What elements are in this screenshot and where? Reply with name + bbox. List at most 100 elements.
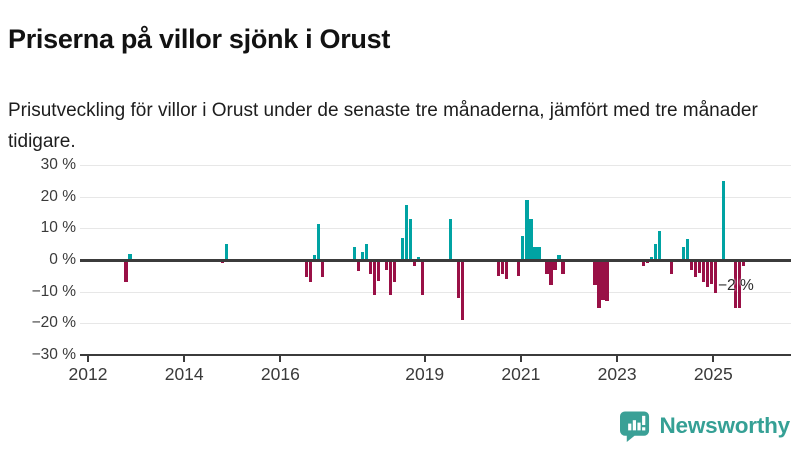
bar — [497, 260, 501, 276]
x-tick-label: 2025 — [693, 364, 733, 384]
bar — [304, 260, 309, 278]
x-axis-tick — [616, 354, 619, 362]
bar — [449, 218, 453, 260]
bar — [653, 244, 657, 260]
x-axis-tick — [279, 354, 282, 362]
bar — [220, 260, 224, 264]
bar — [320, 260, 325, 278]
bar — [553, 260, 557, 270]
bar — [669, 260, 673, 275]
bar — [657, 231, 661, 260]
bar — [721, 180, 725, 260]
x-tick-label: 2016 — [260, 364, 300, 384]
bar — [601, 260, 605, 300]
bar — [741, 260, 745, 267]
newsworthy-logo[interactable]: Newsworthy — [620, 410, 790, 442]
bar — [605, 260, 609, 302]
bar — [693, 260, 697, 278]
x-axis-line — [80, 354, 791, 356]
y-tick-label: 10 % — [40, 219, 76, 237]
bar — [356, 260, 361, 272]
y-tick-label: 30 % — [40, 155, 76, 173]
bar — [697, 260, 701, 273]
bar — [312, 255, 317, 260]
bar — [393, 260, 397, 283]
bar — [549, 260, 553, 286]
bar — [529, 218, 533, 260]
bar — [124, 260, 128, 283]
bar — [649, 256, 653, 260]
bar — [737, 260, 741, 308]
bar — [537, 247, 541, 260]
bar — [352, 247, 357, 260]
x-axis-tick — [423, 354, 426, 362]
bar — [533, 247, 537, 260]
bar — [597, 260, 601, 308]
bar — [409, 218, 413, 260]
bar — [521, 236, 525, 260]
bar — [593, 260, 597, 286]
y-tick-label: 20 % — [40, 187, 76, 205]
bar — [360, 252, 365, 260]
bar — [713, 260, 717, 294]
x-axis-tick — [183, 354, 186, 362]
x-axis-tick — [519, 354, 522, 362]
bar — [641, 260, 645, 267]
bar — [377, 260, 381, 281]
bar — [505, 260, 509, 280]
bar — [421, 260, 425, 295]
bar — [461, 260, 465, 321]
newsworthy-icon — [620, 411, 650, 442]
y-tick-label: −10 % — [31, 282, 76, 300]
gridline — [80, 228, 791, 230]
chart-subtitle: Prisutveckling för villor i Orust under … — [8, 100, 758, 153]
x-tick-label: 2023 — [597, 364, 637, 384]
x-tick-label: 2014 — [164, 364, 204, 384]
last-value-annotation: −2 % — [718, 277, 754, 294]
bar — [316, 223, 321, 260]
bar — [413, 260, 417, 267]
x-tick-label: 2021 — [501, 364, 541, 384]
bar — [128, 253, 132, 260]
y-tick-label: 0 % — [49, 251, 76, 268]
bar — [709, 260, 713, 284]
bar — [701, 260, 705, 283]
x-tick-label: 2019 — [405, 364, 445, 384]
bar — [501, 260, 505, 275]
gridline — [80, 323, 791, 325]
bar — [417, 256, 421, 260]
bar — [733, 260, 737, 308]
bar — [689, 260, 693, 270]
bar — [224, 244, 228, 260]
bar — [372, 260, 377, 295]
bar — [517, 260, 521, 276]
gridline — [80, 196, 791, 198]
bar — [368, 260, 373, 275]
bar — [405, 204, 409, 260]
zero-baseline — [80, 258, 791, 262]
chart-title: Priserna på villor sjönk i Orust — [8, 24, 391, 55]
bar — [385, 260, 389, 270]
gridline — [80, 291, 791, 293]
bar — [645, 260, 649, 264]
y-tick-label: −30 % — [31, 346, 76, 364]
bar — [705, 260, 709, 287]
bar — [525, 199, 529, 260]
bar — [685, 239, 689, 260]
x-tick-label: 2012 — [68, 364, 108, 384]
x-axis-tick — [87, 354, 89, 362]
bar — [389, 260, 393, 295]
newsworthy-wordmark: Newsworthy — [659, 413, 790, 438]
bar — [308, 260, 313, 283]
bar — [545, 260, 549, 275]
x-axis-tick — [712, 354, 715, 362]
y-tick-label: −20 % — [31, 314, 76, 332]
gridline — [80, 164, 791, 166]
bar — [557, 255, 561, 260]
bar — [401, 237, 405, 260]
bar — [364, 244, 369, 260]
bar — [561, 260, 565, 275]
bar — [681, 247, 685, 260]
bar — [457, 260, 461, 299]
